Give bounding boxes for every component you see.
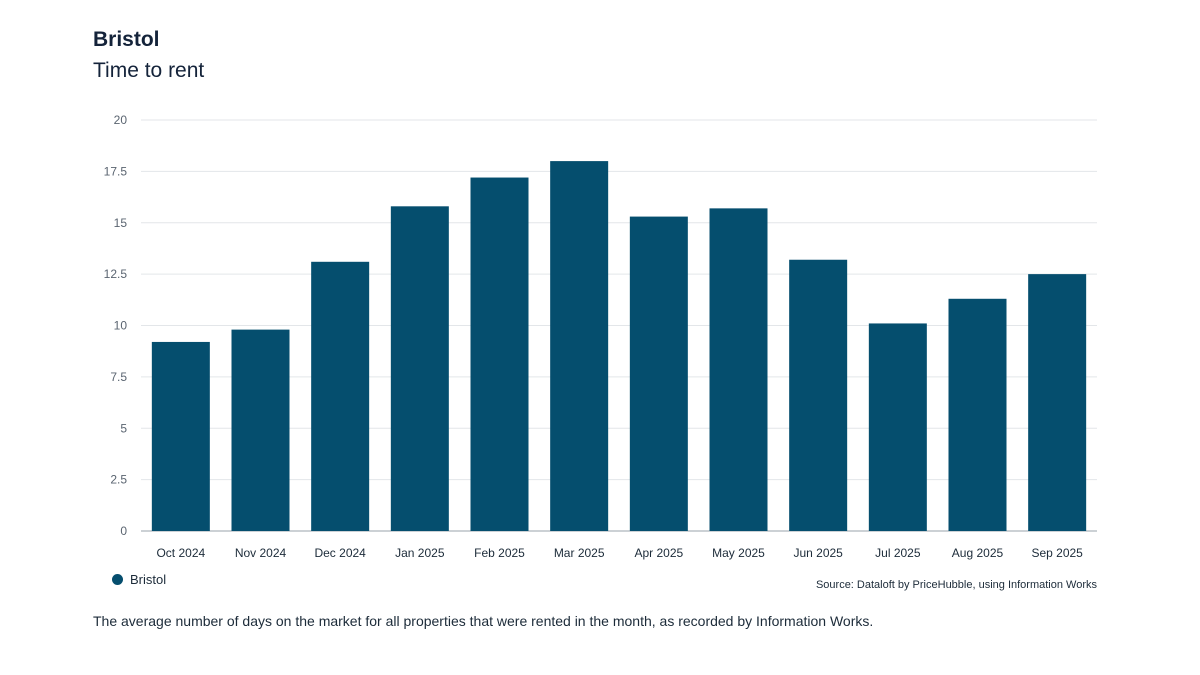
x-tick-label: Aug 2025 <box>952 546 1004 560</box>
x-tick-label: May 2025 <box>712 546 765 560</box>
x-tick-label: Jul 2025 <box>875 546 921 560</box>
chart-subtitle: Time to rent <box>93 59 205 82</box>
gridlines <box>141 119 1097 532</box>
legend: Bristol <box>112 572 166 587</box>
y-tick-label: 7.5 <box>110 370 127 384</box>
source-note: Source: Dataloft by PriceHubble, using I… <box>815 579 1097 591</box>
bar <box>948 298 1007 531</box>
legend-swatch <box>112 574 123 585</box>
y-tick-label: 10 <box>114 319 128 333</box>
y-tick-label: 17.5 <box>104 164 128 178</box>
bars <box>151 161 1087 532</box>
legend-label: Bristol <box>130 572 167 587</box>
bar <box>390 206 449 531</box>
x-axis: Oct 2024 Nov 2024 Dec 2024 Jan 2025 Feb 2025… <box>156 546 1083 560</box>
x-tick-label: Jan 2025 <box>395 546 445 560</box>
y-tick-label: 15 <box>114 216 128 230</box>
x-tick-label: Oct 2024 <box>156 546 205 560</box>
x-tick-label: Jun 2025 <box>793 546 843 560</box>
x-tick-label: Feb 2025 <box>474 546 525 560</box>
bar <box>550 161 609 531</box>
y-tick-label: 5 <box>120 421 127 435</box>
y-tick-label: 20 <box>114 113 128 127</box>
footnote: The average number of days on the market… <box>93 613 874 629</box>
y-tick-label: 0 <box>120 524 127 538</box>
x-tick-label: Sep 2025 <box>1031 546 1083 560</box>
y-tick-label: 2.5 <box>110 473 127 487</box>
bar <box>868 323 927 531</box>
bar <box>789 259 848 531</box>
chart-title: Bristol <box>93 28 160 51</box>
y-axis: 0 2.5 5 7.5 10 12.5 15 17.5 20 <box>104 113 128 538</box>
x-tick-label: Nov 2024 <box>235 546 287 560</box>
bar <box>629 216 688 531</box>
x-tick-label: Dec 2024 <box>314 546 366 560</box>
bar <box>470 177 529 532</box>
x-tick-label: Mar 2025 <box>554 546 605 560</box>
bar <box>709 208 768 532</box>
bar <box>1028 274 1087 531</box>
bar <box>231 329 290 531</box>
bar <box>151 341 210 531</box>
y-tick-label: 12.5 <box>104 267 128 281</box>
x-tick-label: Apr 2025 <box>634 546 683 560</box>
bar <box>311 261 370 531</box>
